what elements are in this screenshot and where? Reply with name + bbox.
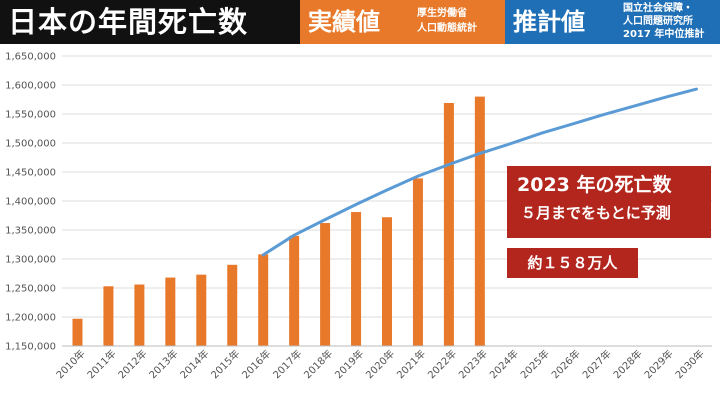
chart-title: 日本の年間死亡数 <box>8 5 249 39</box>
x-tick-label: 2021年 <box>394 347 428 381</box>
estimate-line-series <box>261 87 698 257</box>
y-tick-label: 1,250,000 <box>5 284 56 295</box>
x-tick-label: 2029年 <box>641 347 675 381</box>
x-tick-label: 2025年 <box>518 347 552 381</box>
y-tick-label: 1,450,000 <box>5 168 56 179</box>
x-tick-label: 2010年 <box>53 347 87 381</box>
actual-source-line-1: 厚生労働省 <box>417 8 467 19</box>
y-tick-label: 1,400,000 <box>5 197 56 208</box>
x-tick-label: 2012年 <box>115 347 149 381</box>
x-tick-label: 2015年 <box>208 347 242 381</box>
estimate-label: 推計値 <box>513 8 585 36</box>
bar <box>443 102 454 346</box>
x-tick-label: 2024年 <box>487 347 521 381</box>
callout-line-1: 2023 年の死亡数 <box>517 174 672 196</box>
bar <box>320 223 331 346</box>
header-banner: 日本の年間死亡数 実績値 厚生労働省 人口動態統計 推計値 国立社会保障・ 人口… <box>0 0 720 44</box>
actual-values-panel: 実績値 厚生労働省 人口動態統計 <box>300 0 505 44</box>
estimate-values-panel: 推計値 国立社会保障・ 人口問題研究所 2017 年中位推計 <box>505 0 720 44</box>
bar <box>351 212 362 346</box>
y-tick-label: 1,600,000 <box>5 81 56 92</box>
x-tick-label: 2027年 <box>580 347 614 381</box>
bar <box>258 254 269 346</box>
x-axis: 2010年2011年2012年2013年2014年2015年2016年2017年… <box>53 345 712 381</box>
actual-label: 実績値 <box>308 8 380 36</box>
y-axis: 1,150,000 1,200,000 1,250,000 1,300,000 1,35… <box>5 52 56 353</box>
y-tick-label: 1,200,000 <box>5 313 56 324</box>
x-tick-label: 2019年 <box>332 347 366 381</box>
x-tick-label: 2016年 <box>239 347 273 381</box>
chart-area: 1,150,000 1,200,000 1,250,000 1,300,000 1,35… <box>0 44 720 402</box>
y-tick-label: 1,150,000 <box>5 342 56 353</box>
x-tick-label: 2023年 <box>456 347 490 381</box>
bar <box>227 264 238 346</box>
bar <box>289 235 300 346</box>
x-tick-label: 2022年 <box>425 347 459 381</box>
x-tick-label: 2013年 <box>146 347 180 381</box>
actual-source-line-2: 人口動態統計 <box>417 23 477 34</box>
bar <box>165 277 176 346</box>
title-panel: 日本の年間死亡数 <box>0 0 300 44</box>
estimate-line <box>261 87 698 257</box>
x-tick-label: 2017年 <box>270 347 304 381</box>
x-tick-label: 2014年 <box>177 347 211 381</box>
y-tick-label: 1,550,000 <box>5 110 56 121</box>
estimate-source-line-1: 国立社会保障・ <box>623 3 693 14</box>
bar <box>474 96 485 346</box>
bar <box>72 318 83 346</box>
y-tick-label: 1,350,000 <box>5 226 56 237</box>
forecast-callout: 2023 年の死亡数 ５月までをもとに予測 <box>507 166 711 238</box>
x-tick-label: 2030年 <box>672 347 706 381</box>
estimate-badge: 約１５８万人 <box>507 248 638 278</box>
x-tick-label: 2018年 <box>301 347 335 381</box>
bar-series <box>72 96 485 346</box>
y-tick-label: 1,500,000 <box>5 139 56 150</box>
bar <box>103 286 114 346</box>
bar <box>134 284 145 346</box>
chart-svg: 1,150,000 1,200,000 1,250,000 1,300,000 1,35… <box>5 52 712 381</box>
x-tick-label: 2028年 <box>610 347 644 381</box>
y-tick-label: 1,300,000 <box>5 255 56 266</box>
bar <box>382 217 392 346</box>
x-tick-label: 2026年 <box>549 347 583 381</box>
bar <box>196 274 207 346</box>
x-tick-label: 2020年 <box>363 347 397 381</box>
bar <box>412 178 423 346</box>
x-tick-label: 2011年 <box>84 347 118 381</box>
callout-line-2: ５月までをもとに予測 <box>521 204 671 222</box>
estimate-source-line-3: 2017 年中位推計 <box>623 29 705 40</box>
y-tick-label: 1,650,000 <box>5 52 56 63</box>
estimate-source-line-2: 人口問題研究所 <box>623 16 693 27</box>
